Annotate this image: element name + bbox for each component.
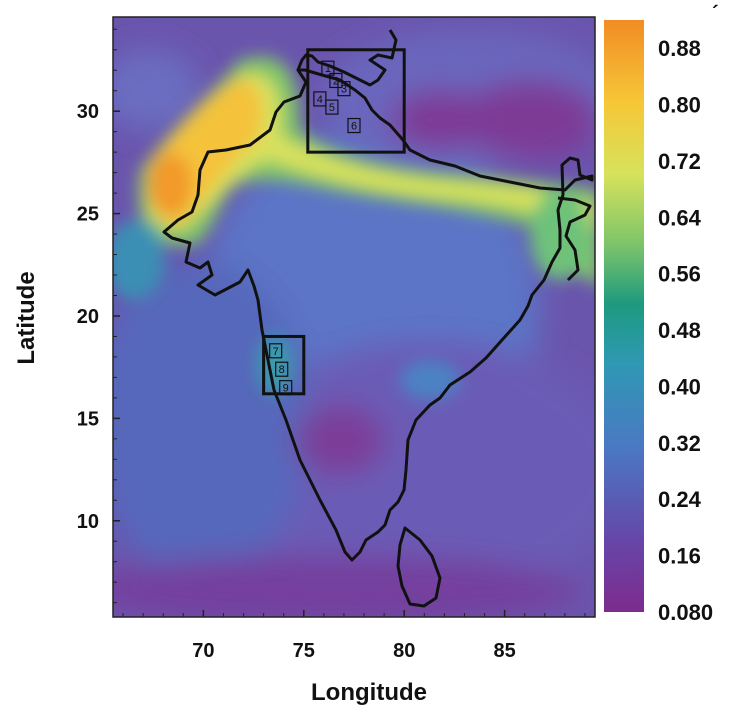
site-markers: 123 45 6 78 9: [269, 60, 361, 396]
site-label: 7: [273, 346, 279, 358]
colorbar-label: 0.40: [658, 374, 701, 399]
site-label: 2: [333, 75, 339, 87]
x-axis-ticks: 70 75 80 85: [122, 610, 586, 662]
site-label: 6: [351, 121, 357, 133]
site-marker: 3: [337, 81, 351, 97]
colorbar-label: 0.32: [658, 431, 701, 456]
colorbar-label: 0.64: [658, 205, 702, 230]
site-label: 8: [279, 364, 285, 376]
heatmap-field: [113, 17, 595, 617]
colorbar-label: 0.88: [658, 36, 701, 61]
colorbar-label: 0.72: [658, 149, 701, 174]
site-marker: 6: [347, 117, 361, 134]
study-region-box: [262, 334, 306, 396]
y-tick-label: 15: [77, 408, 99, 430]
colorbar-top-mark: ´: [712, 3, 719, 25]
colorbar-label: 0.16: [658, 544, 701, 569]
plot-frame: [112, 16, 596, 618]
colorbar-label: 0.80: [658, 93, 701, 118]
northeast-outline: [557, 196, 592, 282]
x-tick-label: 85: [494, 640, 516, 662]
site-label: 3: [341, 84, 347, 96]
y-axis-ticks: 10 15 20 25 30: [77, 28, 120, 604]
study-region-box: [306, 48, 406, 154]
site-marker: 9: [279, 380, 293, 396]
site-label: 9: [283, 383, 289, 395]
india-outline: [162, 68, 594, 562]
site-marker: 7: [269, 343, 283, 359]
x-tick-label: 70: [192, 640, 214, 662]
x-tick-label: 80: [393, 640, 415, 662]
site-label: 4: [317, 94, 323, 106]
site-marker: 2: [329, 72, 343, 89]
site-marker: 1: [321, 60, 335, 76]
y-axis-title: Latitude: [13, 271, 40, 364]
colorbar-label: 0.48: [658, 318, 701, 343]
site-label: 5: [329, 102, 335, 114]
colorbar-labels: 0.88 0.80 0.72 0.64 0.56 0.48 0.40 0.32 0.24 0.16…: [658, 36, 713, 625]
y-tick-label: 20: [77, 306, 99, 328]
colorbar-label: 0.24: [658, 487, 702, 512]
colorbar: [604, 20, 644, 612]
site-marker: 5: [325, 99, 339, 115]
srilanka-outline: [396, 526, 442, 608]
study-regions: [262, 48, 406, 396]
colorbar-label: 0.56: [658, 262, 701, 287]
x-tick-label: 75: [293, 640, 315, 662]
site-marker: 4: [313, 91, 327, 107]
y-tick-label: 10: [77, 511, 99, 533]
x-axis-title: Longitude: [311, 679, 427, 706]
site-label: 1: [325, 63, 331, 75]
y-tick-label: 30: [77, 101, 99, 123]
y-tick-label: 25: [77, 204, 99, 226]
colorbar-label: 0.080: [658, 600, 713, 625]
site-marker: 8: [275, 361, 289, 377]
